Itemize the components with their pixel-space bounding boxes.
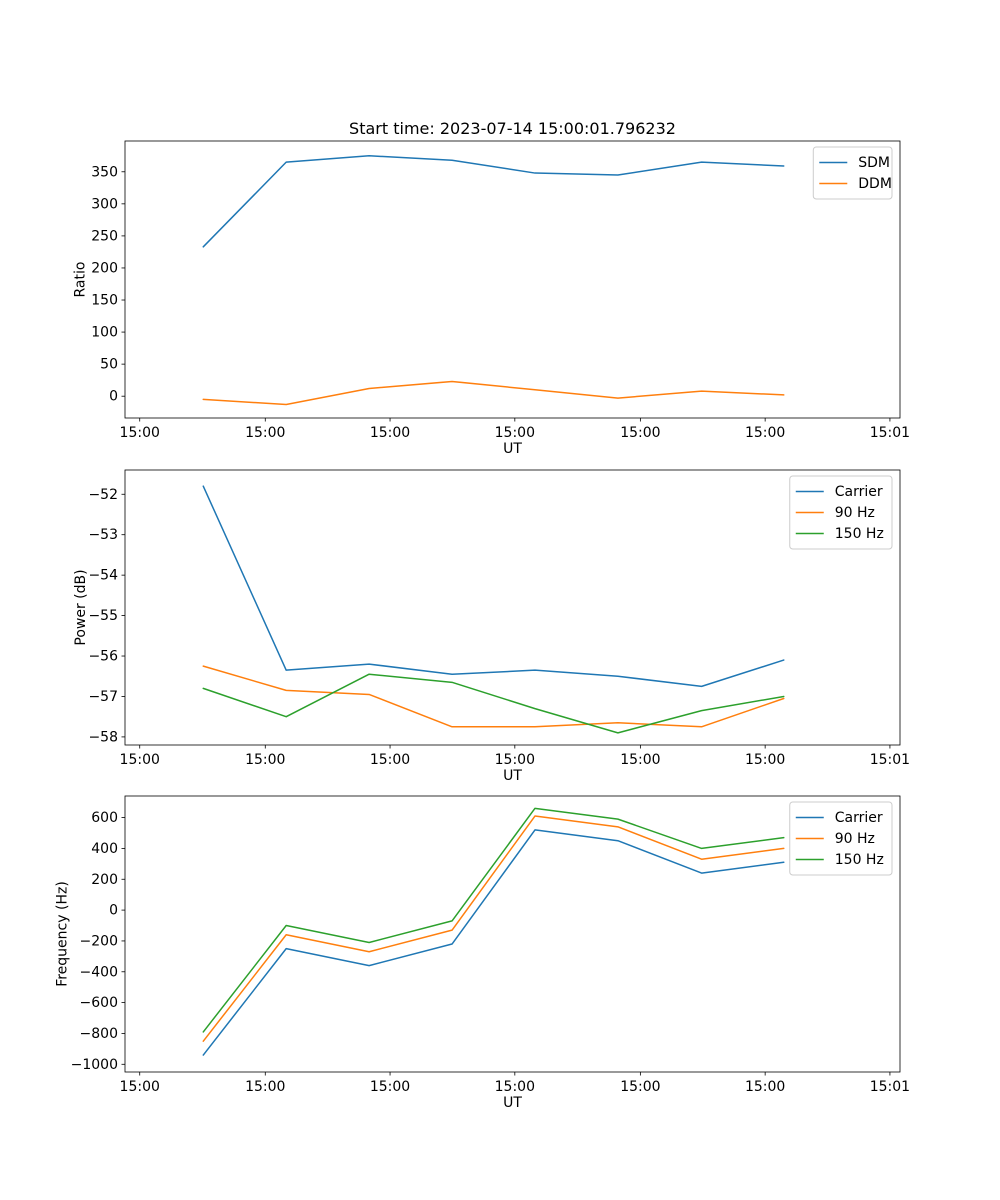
x-tick-label: 15:00 — [495, 1079, 535, 1095]
x-tick-label: 15:00 — [495, 752, 535, 768]
y-axis: −52 −53 −54 −55 −56 −57 −58 — [88, 487, 125, 745]
series-line-sdm — [202, 154, 785, 248]
legend-label: 150 Hz — [835, 852, 884, 868]
x-axis: 15:00 15:00 15:00 15:00 15:00 15:00 15:01 — [120, 745, 910, 768]
y-axis-label: Power (dB) — [73, 569, 89, 645]
chart-frequency: −1000 −800 −600 −400 −200 0 200 400 600 Frequency… — [55, 795, 910, 1111]
x-tick-label: 15:00 — [745, 425, 785, 441]
y-axis: −1000 −800 −600 −400 −200 0 200 400 600 — [71, 810, 125, 1073]
x-tick-label: 15:00 — [370, 425, 410, 441]
x-tick-label: 15:00 — [620, 752, 660, 768]
y-tick-label: 350 — [91, 164, 118, 180]
series-line-150-hz — [202, 673, 785, 734]
axes-frame — [124, 795, 901, 1073]
legend-label: 90 Hz — [835, 831, 875, 847]
legend-label: Carrier — [835, 484, 883, 500]
y-tick-label: 100 — [91, 325, 118, 341]
legend-frame — [789, 801, 893, 876]
legend-label: 150 Hz — [835, 526, 884, 542]
y-tick-label: −56 — [88, 649, 118, 665]
legend-label: 90 Hz — [835, 505, 875, 521]
series-line-ddm — [202, 380, 785, 406]
y-tick-label: −1000 — [71, 1057, 118, 1073]
y-tick-label: −54 — [88, 568, 118, 584]
x-tick-label: 15:01 — [870, 425, 910, 441]
x-tick-label: 15:00 — [245, 425, 285, 441]
y-tick-label: −200 — [80, 933, 118, 949]
x-tick-label: 15:01 — [870, 1079, 910, 1095]
x-tick-label: 15:00 — [245, 1079, 285, 1095]
series-line-carrier — [202, 485, 785, 688]
y-tick-label: −400 — [80, 964, 118, 980]
x-tick-label: 15:00 — [120, 752, 160, 768]
y-tick-label: 300 — [91, 196, 118, 212]
x-axis-label: UT — [503, 1095, 522, 1111]
x-tick-label: 15:00 — [370, 752, 410, 768]
x-tick-label: 15:00 — [245, 752, 285, 768]
legend: Carrier 90 Hz 150 Hz — [789, 801, 893, 876]
y-tick-label: 0 — [109, 903, 118, 919]
y-tick-label: −53 — [88, 527, 118, 543]
legend-frame — [789, 475, 893, 550]
y-tick-label: −57 — [88, 689, 118, 705]
axes-frame — [124, 140, 901, 419]
x-tick-label: 15:00 — [370, 1079, 410, 1095]
y-tick-label: −55 — [88, 608, 118, 624]
figure-title: Start time: 2023-07-14 15:00:01.796232 — [349, 119, 676, 138]
x-tick-label: 15:00 — [495, 425, 535, 441]
y-tick-label: 0 — [109, 389, 118, 405]
y-tick-label: 150 — [91, 293, 118, 309]
series-line-150-hz — [202, 807, 785, 1033]
x-tick-label: 15:00 — [745, 752, 785, 768]
y-axis-label: Frequency (Hz) — [55, 881, 71, 987]
x-axis-label: UT — [503, 768, 522, 784]
x-tick-label: 15:00 — [620, 1079, 660, 1095]
legend: Carrier 90 Hz 150 Hz — [789, 475, 893, 550]
y-tick-label: 50 — [100, 357, 118, 373]
axes-frame — [124, 469, 901, 746]
y-tick-label: −52 — [88, 487, 118, 503]
y-tick-label: 250 — [91, 228, 118, 244]
y-axis-label: Ratio — [72, 262, 88, 298]
series-line-90-hz — [202, 665, 785, 728]
legend-frame — [812, 146, 893, 200]
y-tick-label: −600 — [80, 995, 118, 1011]
x-tick-label: 15:00 — [620, 425, 660, 441]
x-tick-label: 15:00 — [745, 1079, 785, 1095]
x-tick-label: 15:00 — [120, 425, 160, 441]
y-tick-label: −800 — [80, 1026, 118, 1042]
series-line-carrier — [202, 829, 785, 1056]
y-tick-label: 400 — [91, 841, 118, 857]
legend-label: Carrier — [835, 810, 883, 826]
x-tick-label: 15:01 — [870, 752, 910, 768]
y-axis: 0 50 100 150 200 250 300 350 — [91, 164, 125, 405]
y-tick-label: 600 — [91, 810, 118, 826]
x-axis: 15:00 15:00 15:00 15:00 15:00 15:00 15:01 — [120, 1072, 910, 1095]
x-axis-label: UT — [503, 441, 522, 457]
x-tick-label: 15:00 — [120, 1079, 160, 1095]
y-tick-label: 200 — [91, 260, 118, 276]
x-axis: 15:00 15:00 15:00 15:00 15:00 15:00 15:01 — [120, 418, 910, 441]
y-tick-label: 200 — [91, 872, 118, 888]
legend-label: SDM — [858, 155, 890, 171]
series-line-90-hz — [202, 815, 785, 1042]
legend-label: DDM — [858, 176, 892, 192]
legend: SDM DDM — [812, 146, 893, 200]
y-tick-label: −58 — [88, 729, 118, 745]
